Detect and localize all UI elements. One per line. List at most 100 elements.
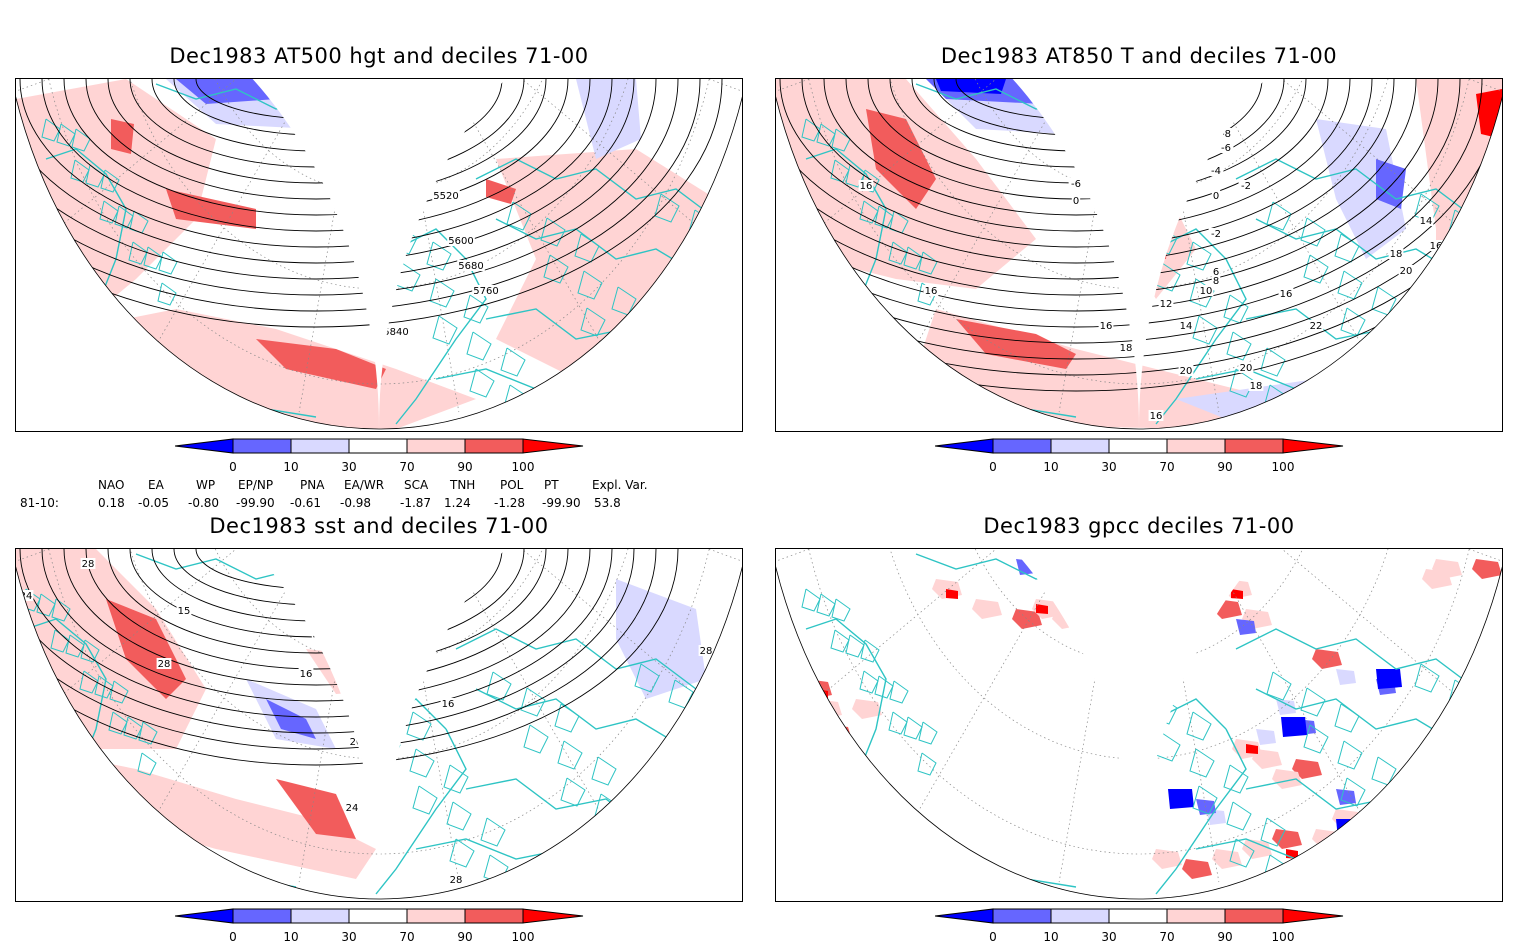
- contour-line: [801, 79, 1351, 232]
- decile-anomaly-region: [1012, 609, 1042, 629]
- contour-label: -2: [1211, 229, 1221, 240]
- index-value: 53.8: [594, 496, 621, 510]
- colorbar-segment: [290, 438, 350, 454]
- decile-anomaly-region: [616, 579, 706, 699]
- contour-line: [16, 79, 657, 280]
- country-border: [94, 675, 114, 699]
- longitude-gridline: [1281, 79, 1492, 255]
- contour-line: [16, 549, 679, 766]
- country-border: [409, 748, 435, 778]
- colorbar-hgt500: 0 10 30 70 90 100: [175, 438, 595, 478]
- contour-label: 20: [1240, 363, 1253, 374]
- colorbar-segment: [935, 438, 994, 454]
- decile-anomaly-region: [1316, 119, 1406, 259]
- index-value: -99.90: [542, 496, 581, 510]
- coastline: [1155, 728, 1247, 895]
- longitude-gridline: [707, 79, 742, 92]
- contour-label-background: [447, 235, 475, 246]
- contour-label: 28: [82, 559, 95, 570]
- colorbar-labels: 0 10 30 70 90 100: [935, 930, 1355, 946]
- country-border: [114, 205, 134, 229]
- longitude-gridline: [1207, 549, 1370, 828]
- colorbar-tick-label: 30: [1101, 460, 1117, 474]
- country-border: [1260, 347, 1286, 377]
- hemisphere-outer-mask: [16, 549, 742, 901]
- country-border: [1260, 817, 1286, 847]
- colorbar-tick-label: 30: [341, 460, 357, 474]
- contour-label: 16: [1150, 411, 1163, 422]
- index-value: 1.24: [444, 496, 471, 510]
- decile-anomaly-region: [1256, 729, 1276, 745]
- country-border: [888, 241, 908, 265]
- longitude-gridline: [521, 549, 732, 725]
- country-border: [99, 200, 119, 224]
- decile-anomaly-region: [166, 189, 256, 229]
- longitude-gridline: [148, 79, 311, 358]
- longitude-gridline: [521, 79, 732, 255]
- colorbar-tick-label: 90: [457, 930, 473, 944]
- contour-label: 16: [1100, 321, 1113, 332]
- contour-line: [107, 549, 525, 654]
- country-border: [466, 331, 492, 361]
- hemisphere-edge: [16, 565, 742, 900]
- country-border: [429, 278, 455, 308]
- decile-anomaly-region: [1246, 744, 1258, 754]
- contour-label: 18: [1120, 343, 1133, 354]
- index-header: TNH: [450, 478, 476, 492]
- panel-title-sst: Dec1983 sst and deciles 71-00: [209, 514, 549, 538]
- colorbar-tick-label: 90: [1217, 460, 1233, 474]
- contour-line: [776, 79, 1417, 280]
- index-header: EA: [148, 478, 164, 492]
- decile-anomaly-region: [1336, 789, 1356, 805]
- contour-label-background: [1218, 142, 1234, 153]
- contour-line: [63, 79, 569, 216]
- country-border: [412, 785, 438, 815]
- country-border: [1223, 764, 1249, 794]
- contour-label: 16: [1430, 241, 1443, 252]
- colorbar-tick-label: 10: [1043, 930, 1059, 944]
- country-border: [500, 347, 526, 377]
- country-border: [1340, 777, 1366, 807]
- colorbar-segment: [992, 908, 1052, 924]
- contour-line: [107, 79, 525, 184]
- index-value: -1.87: [400, 496, 432, 510]
- contour-label: 24: [20, 591, 33, 602]
- country-border: [859, 200, 879, 224]
- contour-label-background: [1158, 298, 1174, 309]
- contour-label-background: [923, 285, 939, 296]
- country-border: [100, 169, 120, 193]
- country-border: [520, 687, 546, 717]
- decile-anomaly-region: [1376, 669, 1402, 689]
- country-border: [138, 721, 158, 745]
- country-border: [123, 716, 143, 740]
- colorbar-tick-label: 0: [989, 930, 997, 944]
- decile-anomaly-region: [1036, 604, 1048, 614]
- country-border: [449, 838, 475, 868]
- coastline: [475, 158, 717, 220]
- decile-anomaly-region: [256, 339, 386, 389]
- contour-label-background: [1178, 365, 1194, 376]
- contour-label-background: [1308, 320, 1324, 331]
- country-border: [108, 711, 128, 735]
- contour-label-background: [382, 326, 410, 337]
- decile-anomaly-region: [946, 589, 958, 599]
- country-border: [143, 246, 163, 270]
- country-border: [1303, 254, 1329, 284]
- contour-line: [776, 79, 1395, 264]
- colorbar-tick-label: 70: [399, 930, 415, 944]
- country-border: [1303, 724, 1329, 754]
- panel-title-t850: Dec1983 AT850 T and deciles 71-00: [940, 44, 1338, 68]
- colorbar-tick-label: 10: [1043, 460, 1059, 474]
- country-border: [1189, 748, 1215, 778]
- contour-label-background: [1418, 215, 1434, 226]
- colorbar-t850: 0 10 30 70 90 100: [935, 438, 1355, 478]
- country-border: [580, 307, 606, 337]
- index-value: -0.61: [290, 496, 322, 510]
- index-header: EP/NP: [238, 478, 274, 492]
- contour-label-background: [448, 874, 464, 885]
- colorbar-segment: [406, 438, 466, 454]
- contour-label-background: [698, 645, 714, 656]
- contour-label-background: [1238, 180, 1254, 191]
- colorbar-tick-label: 70: [1159, 460, 1175, 474]
- coastline: [375, 728, 467, 895]
